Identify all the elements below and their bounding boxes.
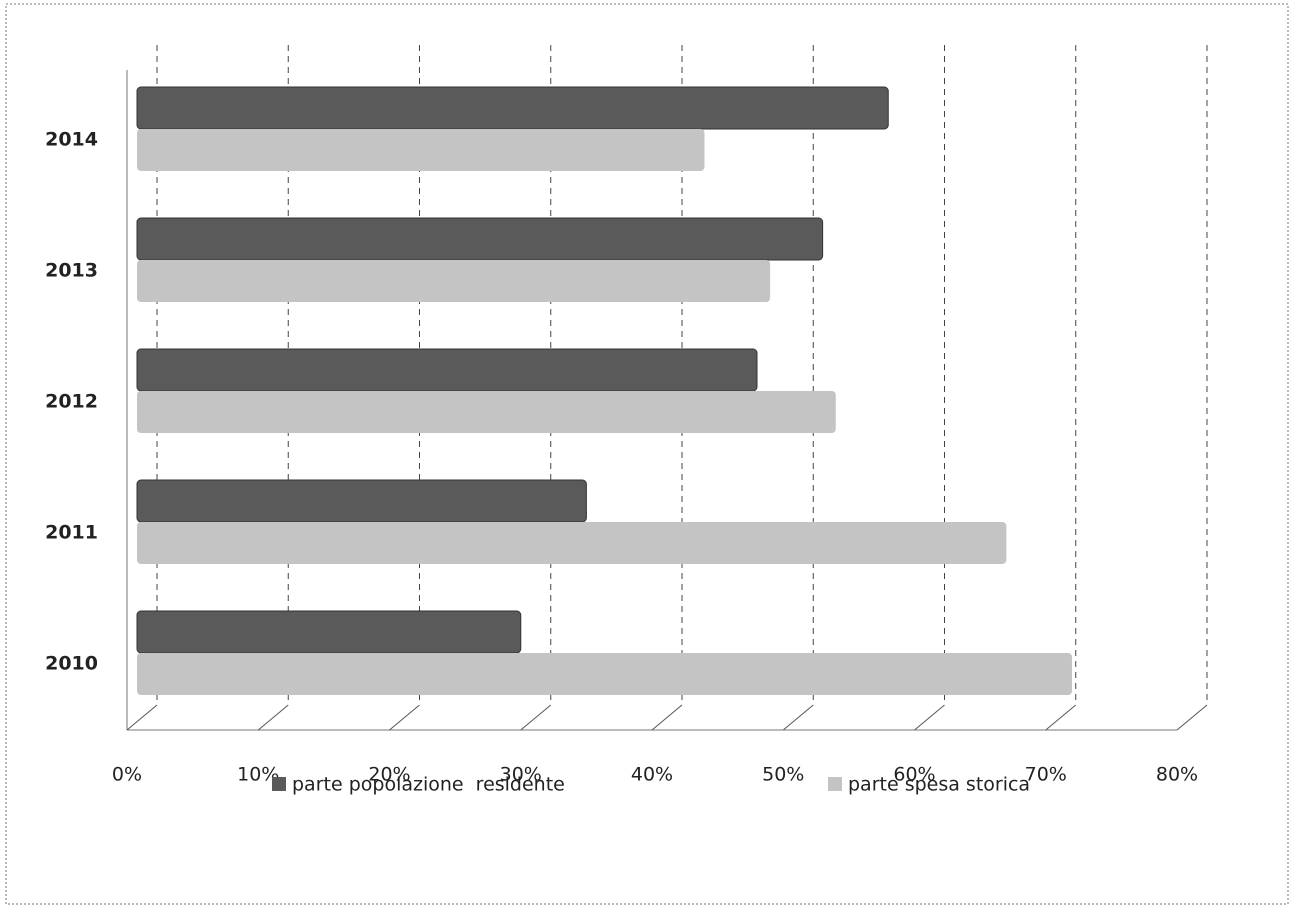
bar — [137, 260, 771, 302]
y-tick-label: 2011 — [45, 522, 98, 544]
x-tick-label: 10% — [237, 764, 279, 786]
tick-mark — [782, 704, 814, 731]
bar — [136, 217, 824, 261]
x-tick-label: 80% — [1156, 764, 1198, 786]
x-tick-label: 70% — [1025, 764, 1067, 786]
y-tick-label: 2012 — [45, 391, 98, 413]
tick-mark — [1176, 704, 1208, 731]
bar — [137, 129, 705, 171]
bar — [136, 610, 522, 654]
x-tick-label: 30% — [500, 764, 542, 786]
bar — [137, 653, 1072, 695]
tick-mark — [257, 704, 289, 731]
bar — [137, 522, 1007, 564]
y-tick-label: 2010 — [45, 653, 98, 675]
legend-label: parte spesa storica — [848, 774, 1030, 796]
bar — [136, 479, 587, 523]
x-tick-label: 20% — [368, 764, 410, 786]
y-tick-label: 2014 — [45, 129, 98, 151]
tick-mark — [389, 704, 420, 731]
tick-mark — [520, 704, 552, 731]
tick-mark — [126, 704, 158, 731]
x-tick-label: 60% — [893, 764, 935, 786]
chart-border — [5, 3, 1289, 905]
y-tick-label: 2013 — [45, 260, 98, 282]
legend-swatch — [272, 777, 286, 791]
bar — [136, 86, 889, 130]
tick-mark — [1045, 704, 1077, 731]
x-tick-label: 0% — [112, 764, 142, 786]
x-tick-label: 50% — [762, 764, 804, 786]
legend-label: parte popolazione residente — [292, 774, 565, 796]
tick-mark — [651, 704, 683, 731]
bar — [136, 348, 758, 392]
tick-mark — [914, 704, 945, 731]
bar — [137, 391, 836, 433]
legend-swatch — [828, 777, 842, 791]
x-tick-label: 40% — [631, 764, 673, 786]
